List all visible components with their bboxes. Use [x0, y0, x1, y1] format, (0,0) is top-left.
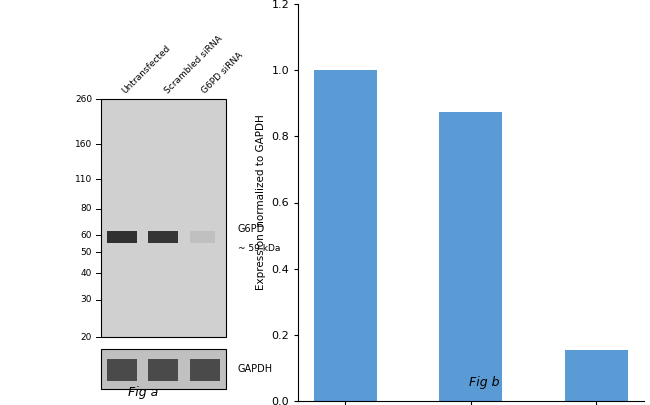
Bar [439, 111, 502, 401]
Text: Scrambled siRNA: Scrambled siRNA [162, 34, 224, 95]
Text: 20: 20 [81, 333, 92, 342]
Text: 110: 110 [75, 175, 92, 184]
Bar [148, 231, 179, 243]
Bar [107, 231, 136, 243]
Text: G6PD: G6PD [238, 224, 265, 234]
Bar [148, 359, 179, 381]
Text: Untransfected: Untransfected [120, 43, 172, 95]
Text: 60: 60 [81, 231, 92, 240]
Text: ~ 59 kDa: ~ 59 kDa [238, 244, 280, 254]
Text: 80: 80 [81, 204, 92, 213]
Text: Fig b: Fig b [469, 376, 499, 389]
Bar [190, 231, 215, 243]
Text: Fig a: Fig a [128, 386, 159, 399]
Text: 30: 30 [81, 295, 92, 304]
Bar [190, 359, 220, 381]
Bar [101, 99, 226, 337]
Text: GAPDH: GAPDH [238, 364, 273, 374]
Text: 50: 50 [81, 248, 92, 257]
Text: G6PD siRNA: G6PD siRNA [200, 51, 244, 95]
Bar [101, 350, 226, 389]
Bar [314, 70, 376, 401]
Y-axis label: Expression  normalized to GAPDH: Expression normalized to GAPDH [256, 115, 266, 290]
Text: 40: 40 [81, 269, 92, 277]
Bar [565, 350, 628, 401]
Bar [107, 359, 136, 381]
Text: 260: 260 [75, 95, 92, 104]
Text: 160: 160 [75, 140, 92, 149]
